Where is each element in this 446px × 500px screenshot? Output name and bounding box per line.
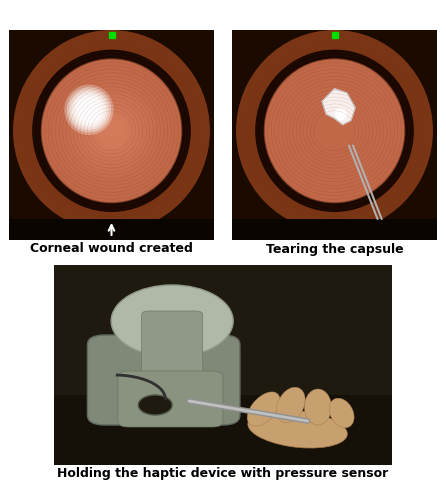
Circle shape [265, 60, 404, 202]
Circle shape [80, 99, 143, 162]
Circle shape [41, 58, 182, 203]
Circle shape [64, 84, 114, 135]
Circle shape [84, 105, 94, 115]
Circle shape [71, 89, 152, 172]
FancyBboxPatch shape [9, 30, 214, 240]
Circle shape [67, 87, 111, 132]
Circle shape [85, 104, 138, 158]
Text: Holding the haptic device with pressure sensor: Holding the haptic device with pressure … [58, 468, 388, 480]
Text: Tearing the capsule: Tearing the capsule [266, 242, 403, 256]
Circle shape [90, 109, 133, 152]
Circle shape [256, 51, 413, 210]
FancyBboxPatch shape [118, 371, 223, 427]
Text: Corneal wound created: Corneal wound created [30, 242, 193, 256]
Circle shape [105, 124, 118, 138]
Circle shape [77, 98, 101, 122]
Circle shape [79, 100, 99, 119]
FancyBboxPatch shape [9, 219, 214, 240]
Polygon shape [322, 89, 355, 124]
Circle shape [76, 94, 147, 168]
Circle shape [61, 79, 162, 182]
Ellipse shape [248, 410, 347, 448]
FancyBboxPatch shape [232, 219, 437, 240]
Circle shape [72, 92, 106, 128]
Ellipse shape [329, 398, 354, 428]
Circle shape [74, 95, 103, 124]
Circle shape [33, 51, 190, 210]
Circle shape [138, 395, 172, 415]
Circle shape [69, 90, 108, 130]
Circle shape [95, 114, 128, 148]
FancyBboxPatch shape [54, 265, 392, 465]
FancyBboxPatch shape [232, 30, 437, 240]
Circle shape [82, 102, 96, 117]
Circle shape [334, 108, 347, 120]
Circle shape [236, 30, 433, 232]
Circle shape [42, 60, 181, 202]
Circle shape [109, 128, 114, 133]
Circle shape [100, 119, 123, 143]
Ellipse shape [277, 387, 305, 423]
Circle shape [264, 58, 405, 203]
Circle shape [111, 285, 233, 357]
FancyBboxPatch shape [142, 311, 202, 389]
Circle shape [66, 84, 157, 178]
FancyBboxPatch shape [87, 335, 240, 425]
FancyBboxPatch shape [54, 395, 392, 465]
Ellipse shape [247, 392, 280, 426]
Ellipse shape [304, 389, 331, 425]
Circle shape [87, 108, 91, 112]
Circle shape [13, 30, 210, 232]
Circle shape [56, 74, 167, 188]
